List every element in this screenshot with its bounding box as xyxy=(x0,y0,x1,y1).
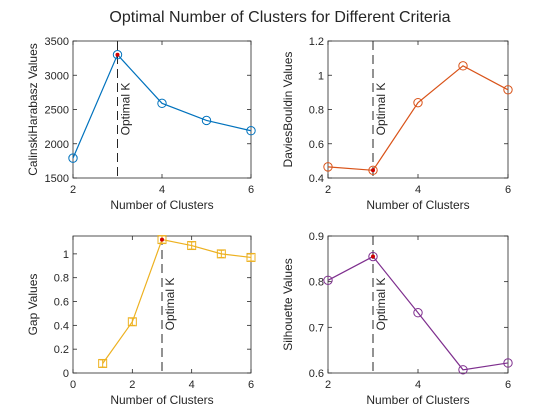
silhouette-data-point xyxy=(503,358,513,368)
gap-data-point xyxy=(127,317,137,327)
davies-data-point xyxy=(413,97,423,108)
calinski-data-point xyxy=(112,50,123,60)
figure-title: Optimal Number of Clusters for Different… xyxy=(109,9,451,26)
davies-data-point xyxy=(323,162,333,172)
calinski-axes-box xyxy=(72,40,252,179)
gap-data-point xyxy=(157,235,167,245)
davies-data-point xyxy=(503,85,513,95)
davies-ylabel: DaviesBouldin Values xyxy=(281,52,295,168)
davies-ytick-label: 0.6 xyxy=(309,139,324,151)
silhouette-data-point xyxy=(323,275,333,285)
davies-data-point xyxy=(368,165,378,175)
silhouette-axes-box xyxy=(327,235,509,374)
gap-series-line xyxy=(102,238,252,364)
calinski-optimal-point-marker xyxy=(115,52,120,57)
davies-data-point xyxy=(458,61,468,71)
davies-xlabel: Number of Clusters xyxy=(366,198,469,212)
silhouette-plot: 2 4 6 0.6 0.7 0.8 0.9 Number of Clusters Silhoue… xyxy=(281,231,513,407)
calinski-data-point xyxy=(68,153,78,163)
davies-xtick-label: 4 xyxy=(415,184,421,196)
gap-data-point xyxy=(216,249,226,259)
silhouette-ytick-label: 0.8 xyxy=(309,277,324,289)
silhouette-ylabel: Silhouette Values xyxy=(281,258,295,351)
silhouette-ytick-label: 0.6 xyxy=(309,368,324,380)
gap-ytick-label: 0.6 xyxy=(54,297,69,309)
calinski-xtick-label: 4 xyxy=(159,184,165,196)
calinski-ytick-label: 1500 xyxy=(45,173,69,185)
calinski-optimal-k-label: Optimal K xyxy=(119,83,133,136)
silhouette-data-point xyxy=(368,251,378,262)
calinski-series-line xyxy=(72,53,252,159)
gap-xtick-label: 0 xyxy=(70,379,76,391)
davies-xtick-label: 6 xyxy=(505,184,511,196)
gap-data-point xyxy=(98,358,108,368)
silhouette-xtick-label: 4 xyxy=(415,379,421,391)
calinski-ytick-label: 3000 xyxy=(45,70,69,82)
gap-ytick-label: 0.2 xyxy=(54,344,69,356)
gap-optimal-k-label: Optimal K xyxy=(163,278,177,331)
silhouette-data-point xyxy=(413,308,423,318)
gap-plot: 0 2 4 6 0 0.2 0.4 0.6 0.8 1 Number of Clusters Gap … xyxy=(26,235,256,407)
silhouette-xlabel: Number of Clusters xyxy=(366,393,469,407)
gap-optimal-point-marker xyxy=(160,237,164,242)
davies-xtick-label: 2 xyxy=(325,184,331,196)
silhouette-optimal-point-marker xyxy=(371,254,375,259)
davies-axes-box xyxy=(327,40,509,179)
gap-data-point xyxy=(187,241,197,251)
gap-ytick-label: 0.8 xyxy=(54,273,69,285)
calinski-ytick-label: 3500 xyxy=(45,36,69,48)
davies-plot: 2 4 6 0.4 0.6 0.8 1 1.2 Number of Clusters Davies… xyxy=(281,36,513,212)
silhouette-ytick-label: 0.9 xyxy=(309,231,324,243)
calinski-xtick-label: 2 xyxy=(70,184,76,196)
calinski-plot: 2 4 6 1500 2000 2500 3000 3500 Number of Cluster… xyxy=(26,36,256,212)
davies-ytick-label: 0.8 xyxy=(309,105,324,117)
silhouette-xtick-label: 2 xyxy=(325,379,331,391)
calinski-data-point xyxy=(201,115,212,126)
gap-ytick-label: 1 xyxy=(63,249,69,261)
gap-xtick-label: 6 xyxy=(248,379,254,391)
davies-optimal-k-label: Optimal K xyxy=(374,83,388,136)
gap-xlabel: Number of Clusters xyxy=(110,393,213,407)
silhouette-ytick-label: 0.7 xyxy=(309,322,324,334)
gap-ytick-label: 0.4 xyxy=(54,320,69,332)
calinski-ytick-label: 2500 xyxy=(45,105,69,117)
davies-series-line xyxy=(327,65,509,171)
gap-xtick-label: 2 xyxy=(129,379,135,391)
davies-ytick-label: 1 xyxy=(318,70,324,82)
silhouette-optimal-k-label: Optimal K xyxy=(374,278,388,331)
gap-xtick-label: 4 xyxy=(189,379,195,391)
calinski-data-point xyxy=(157,98,167,109)
calinski-ytick-label: 2000 xyxy=(45,139,69,151)
silhouette-xtick-label: 6 xyxy=(505,379,511,391)
calinski-data-point xyxy=(246,126,256,136)
silhouette-data-point xyxy=(458,365,468,375)
davies-optimal-point-marker xyxy=(371,168,375,173)
gap-ytick-label: 0 xyxy=(63,368,69,380)
calinski-xtick-label: 6 xyxy=(248,184,254,196)
davies-ytick-label: 0.4 xyxy=(309,173,324,185)
silhouette-series-line xyxy=(327,255,509,371)
calinski-xlabel: Number of Clusters xyxy=(110,198,213,212)
calinski-ylabel: CalinskiHarabasz Values xyxy=(26,43,40,176)
gap-data-point xyxy=(246,252,256,262)
gap-ylabel: Gap Values xyxy=(26,274,40,336)
davies-ytick-label: 1.2 xyxy=(309,36,324,48)
